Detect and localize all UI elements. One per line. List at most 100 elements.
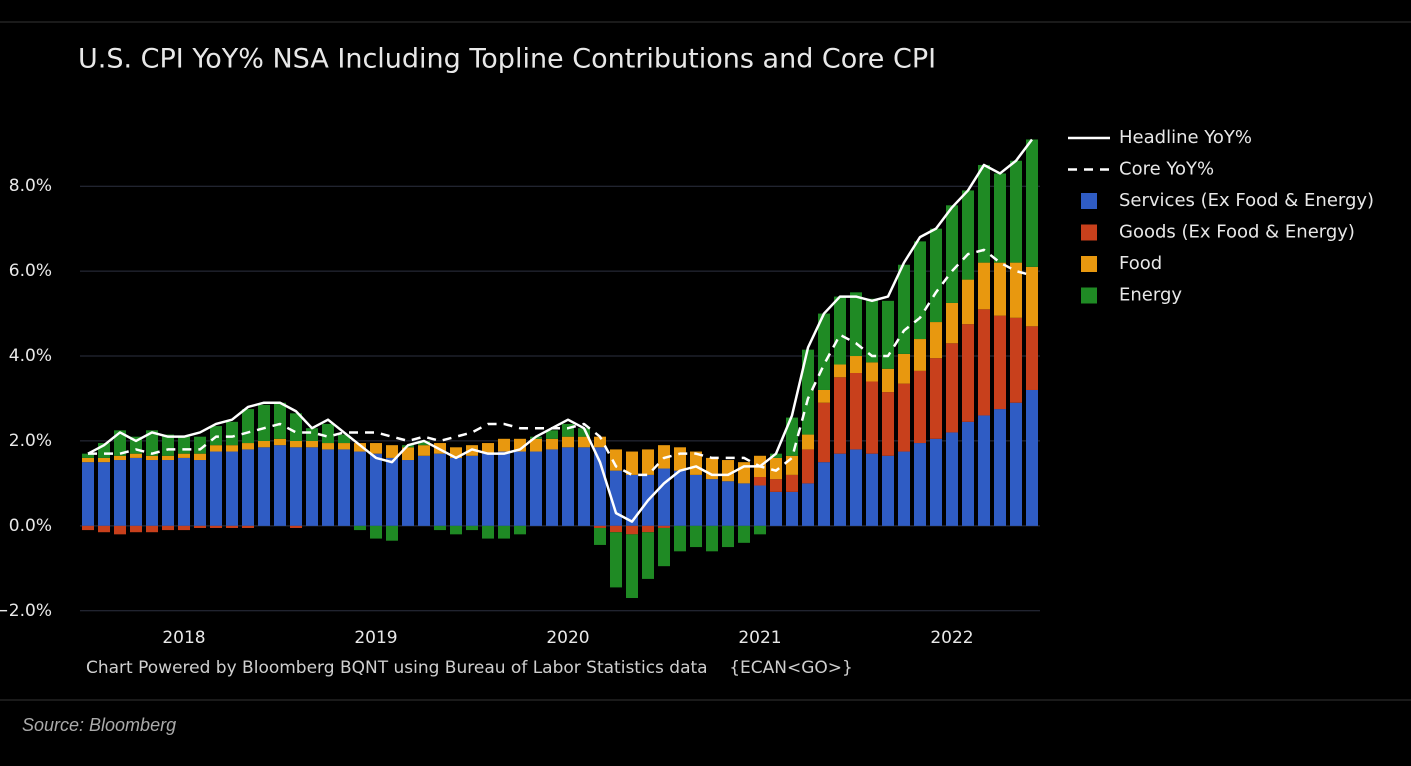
bar-segment: [802, 434, 814, 450]
bar-segment: [866, 453, 878, 526]
bar-segment: [770, 491, 782, 526]
bar-segment: [322, 443, 334, 450]
bar-segment: [466, 455, 478, 526]
bar-segment: [114, 460, 126, 526]
bar-segment: [690, 474, 702, 526]
legend-label: Goods (Ex Food & Energy): [1119, 222, 1355, 243]
bar-segment: [306, 447, 318, 526]
y-tick-label: 0.0%: [9, 516, 52, 536]
bar-segment: [898, 264, 910, 354]
y-tick-label: 2.0%: [9, 431, 52, 451]
bar-segment: [754, 485, 766, 526]
y-tick-label: −2.0%: [0, 601, 52, 621]
bar-segment: [242, 443, 254, 450]
bar-segment: [386, 525, 398, 541]
bar-segment: [162, 525, 174, 531]
bar-segment: [626, 451, 638, 475]
bar-segment: [882, 455, 894, 526]
bar-segment: [146, 460, 158, 526]
legend-label: Food: [1119, 253, 1162, 274]
bar-segment: [850, 449, 862, 526]
bar-segment: [194, 525, 206, 528]
bar-segment: [114, 525, 126, 535]
bar-segment: [946, 205, 958, 303]
bar-segment: [866, 381, 878, 454]
bar-segment: [322, 423, 334, 444]
bar-segment: [418, 445, 430, 456]
bar-segment: [402, 447, 414, 461]
bar-segment: [338, 443, 350, 450]
bar-segment: [418, 455, 430, 526]
bar-segment: [82, 525, 94, 531]
bar-segment: [786, 474, 798, 492]
bar-segment: [594, 525, 606, 528]
bar-segment: [834, 453, 846, 526]
bar-segment: [370, 453, 382, 526]
bar-segment: [930, 358, 942, 439]
bar-segment: [770, 457, 782, 480]
bar-segment: [162, 455, 174, 461]
bar-segment: [434, 525, 446, 531]
bar-segment: [82, 453, 94, 458]
bar-segment: [82, 457, 94, 463]
bar-segment: [498, 438, 510, 452]
bar-segment: [146, 525, 158, 533]
bar-segment: [114, 455, 126, 461]
bar-segment: [978, 415, 990, 526]
x-tick-label: 2018: [162, 628, 205, 648]
bar-segment: [130, 453, 142, 458]
bar-segment: [626, 474, 638, 526]
legend-label: Headline YoY%: [1119, 127, 1252, 148]
bar-segment: [546, 449, 558, 526]
bar-segment: [722, 460, 734, 482]
bar-segment: [466, 525, 478, 531]
x-tick-label: 2020: [546, 628, 589, 648]
bar-segment: [610, 470, 622, 526]
bar-segment: [370, 525, 382, 539]
bar-segment: [898, 383, 910, 452]
bar-segment: [338, 434, 350, 444]
bar-segment: [226, 445, 238, 452]
bar-segment: [658, 527, 670, 567]
bar-segment: [818, 462, 830, 526]
bar-segment: [642, 449, 654, 475]
bar-segment: [274, 438, 286, 446]
bar-segment: [930, 228, 942, 323]
bar-segment: [994, 315, 1006, 410]
bar-segment: [578, 428, 590, 437]
bar-segment: [914, 339, 926, 371]
bar-segment: [770, 479, 782, 492]
bar-segment: [898, 353, 910, 384]
bar-segment: [770, 453, 782, 458]
bar-segment: [130, 457, 142, 526]
y-tick-label: 8.0%: [9, 176, 52, 196]
bar-segment: [546, 430, 558, 439]
bar-segment: [946, 343, 958, 433]
bar-segment: [258, 447, 270, 526]
bar-segment: [370, 443, 382, 454]
bar-segment: [386, 457, 398, 526]
bar-segment: [610, 532, 622, 588]
bar-segment: [882, 368, 894, 393]
bar-segment: [690, 525, 702, 548]
legend-label: Services (Ex Food & Energy): [1119, 190, 1374, 211]
bar-segment: [722, 525, 734, 548]
bar-segment: [610, 525, 622, 533]
bar-segment: [818, 402, 830, 463]
bar-segment: [882, 392, 894, 456]
source: Source: Bloomberg: [22, 715, 176, 735]
bar-segment: [194, 460, 206, 526]
bar-segment: [850, 373, 862, 450]
bar-segment: [178, 525, 190, 531]
y-tick-label: 6.0%: [9, 261, 52, 281]
bar-segment: [850, 356, 862, 373]
bar-segment: [162, 460, 174, 526]
bar-segment: [114, 430, 126, 456]
legend-label: Core YoY%: [1119, 159, 1214, 180]
bar-segment: [962, 421, 974, 526]
bar-segment: [194, 453, 206, 461]
bar-segment: [930, 438, 942, 526]
bar-segment: [978, 309, 990, 416]
bar-segment: [962, 190, 974, 280]
